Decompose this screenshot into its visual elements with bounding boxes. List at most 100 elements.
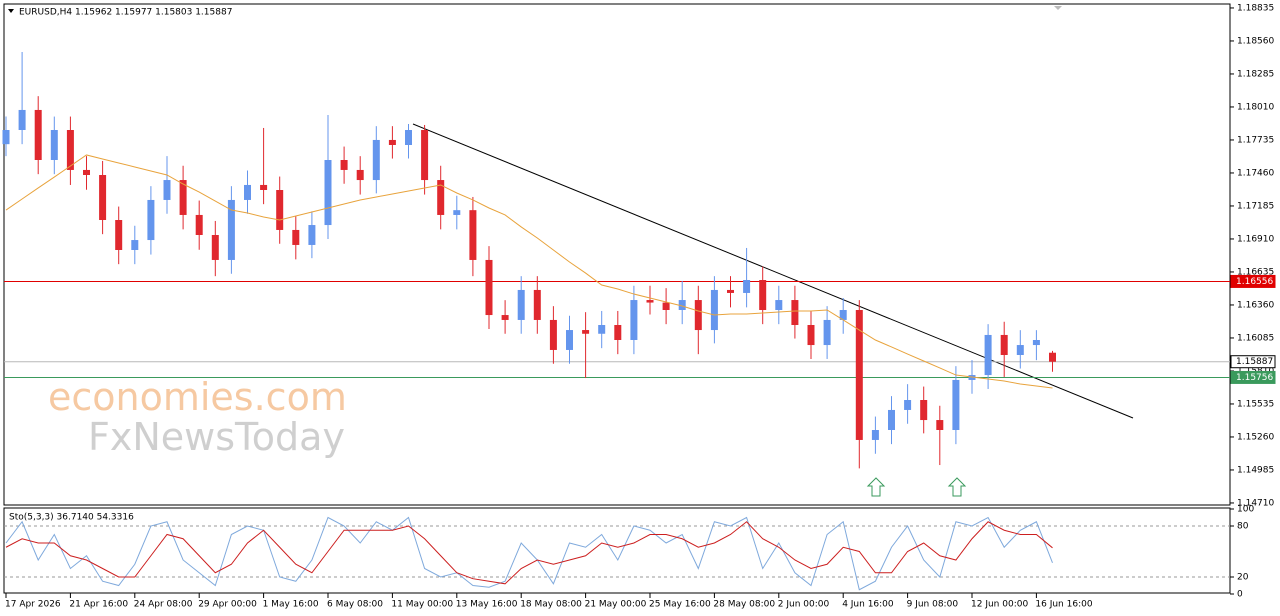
indicator-title: Sto(5,3,3) 36.7140 54.3316 (9, 513, 134, 523)
candle-body (18, 109, 26, 130)
y-tick-label: 1.18835 (1237, 3, 1274, 13)
x-tick-label: 24 Apr 08:00 (134, 600, 193, 610)
y-tick-label: 1.18560 (1237, 36, 1274, 46)
candle-body (566, 330, 573, 350)
candle-body (115, 220, 123, 250)
y-tick-label: 1.18285 (1237, 69, 1274, 79)
price-panel (3, 3, 1231, 506)
candle-body (485, 259, 493, 316)
y-tick-label: 1.14710 (1237, 498, 1274, 508)
candle-body (984, 334, 992, 376)
candle-body (50, 130, 58, 160)
candle-body (904, 400, 912, 410)
candle-body (582, 330, 590, 334)
x-tick-label: 2 Jun 00:00 (778, 600, 830, 610)
y-tick-label: 1.14985 (1237, 465, 1274, 475)
candle-body (195, 214, 203, 235)
candle-body (1032, 340, 1040, 346)
x-tick-label: 13 May 16:00 (456, 600, 518, 610)
level-label: 1.15756 (1236, 373, 1273, 383)
candle-body (1049, 352, 1056, 362)
candle-body (678, 300, 686, 310)
candle-body (340, 160, 348, 170)
candle-body (405, 130, 412, 145)
candle-body (517, 289, 525, 320)
candle-body (920, 400, 928, 421)
shift-marker (1054, 6, 1062, 10)
x-tick-label: 4 Jun 16:00 (842, 600, 894, 610)
x-tick-label: 11 May 00:00 (391, 600, 453, 610)
x-tick-label: 17 Apr 2026 (5, 600, 61, 610)
candle-body (888, 409, 895, 430)
y-tick-label: 1.17735 (1237, 135, 1274, 145)
candle-body (227, 199, 235, 260)
candle-body (147, 199, 155, 241)
candle-body (1016, 345, 1024, 355)
candle-body (356, 169, 364, 181)
y-tick-label: 1.16360 (1237, 300, 1274, 310)
candle-body (759, 280, 767, 310)
candle-body (549, 319, 557, 350)
watermark: FxNewsToday (88, 415, 345, 459)
y-tick-label: 100 (1237, 505, 1254, 515)
y-tick-label: 20 (1237, 573, 1249, 583)
candle-body (533, 289, 541, 320)
candle-body (662, 302, 670, 310)
chart-title: EURUSD,H4 1.15962 1.15977 1.15803 1.1588… (19, 8, 232, 18)
candle-body (163, 180, 171, 200)
x-tick-label: 12 Jun 00:00 (971, 600, 1028, 610)
candle-body (66, 130, 74, 170)
candle-body (324, 160, 332, 226)
candle-body (421, 130, 429, 181)
candle-body (807, 325, 815, 346)
x-tick-label: 9 Jun 08:00 (907, 600, 959, 610)
candle-body (372, 139, 380, 181)
candle-body (34, 109, 42, 160)
candle-body (743, 280, 751, 293)
y-tick-label: 1.16635 (1237, 267, 1274, 277)
candle-body (823, 319, 831, 346)
level-label: 1.16556 (1236, 277, 1273, 287)
candle-body (630, 300, 638, 340)
y-tick-label: 1.15260 (1237, 432, 1274, 442)
x-tick-label: 18 May 08:00 (520, 600, 582, 610)
candle-body (276, 190, 284, 230)
candle-body (260, 184, 268, 190)
y-tick-label: 1.15535 (1237, 399, 1274, 409)
candle-body (791, 300, 799, 325)
candle-body (244, 184, 251, 200)
candle-body (501, 315, 509, 320)
candle-body (83, 169, 90, 175)
up-arrow (947, 477, 967, 497)
level-label: 1.15887 (1236, 357, 1273, 367)
x-tick-label: 29 Apr 00:00 (198, 600, 257, 610)
y-tick-label: 1.17185 (1237, 201, 1274, 211)
stochastic-line (5, 521, 1053, 585)
x-tick-label: 6 May 08:00 (327, 600, 383, 610)
x-tick-label: 16 Jun 16:00 (1035, 600, 1092, 610)
candle-body (694, 300, 702, 331)
candle-body (437, 180, 445, 215)
candle-body (1000, 334, 1008, 355)
candle-body (968, 375, 976, 380)
candle-body (179, 180, 187, 215)
candle-body (598, 325, 606, 334)
trend-line (412, 123, 1134, 419)
level-label-box (1230, 355, 1276, 369)
candle-body (453, 210, 461, 215)
candle-body (211, 235, 219, 260)
menu-arrow[interactable] (8, 9, 14, 13)
x-tick-label: 1 May 16:00 (263, 600, 319, 610)
level-label-box (1230, 370, 1276, 384)
candle-body (710, 289, 718, 331)
y-tick-label: 80 (1237, 522, 1249, 532)
candle-body (855, 310, 863, 440)
moving-average (5, 154, 1053, 389)
candle-body (871, 430, 879, 440)
watermark: economies.com (48, 375, 347, 419)
candle-body (839, 310, 847, 320)
stochastic-line (5, 516, 1053, 591)
y-tick-label: 1.17460 (1237, 168, 1274, 178)
candle-body (775, 300, 783, 310)
